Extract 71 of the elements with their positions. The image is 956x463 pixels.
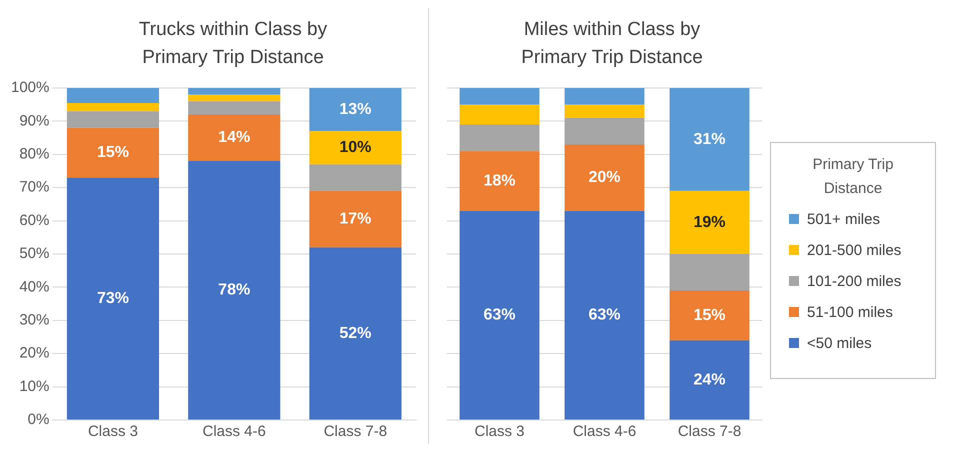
chart-title: Miles within Class by Primary Trip Distance	[520, 18, 704, 70]
data-label: 73%	[96, 290, 129, 307]
bar	[460, 210, 540, 420]
y-tick-label: 0%	[28, 411, 50, 428]
x-tick-label: Class 7-8	[678, 423, 742, 440]
bar	[188, 94, 280, 102]
bar	[460, 104, 540, 125]
legend-label: 101-200 miles	[807, 272, 902, 290]
bar	[309, 131, 402, 164]
bar	[670, 88, 750, 191]
bar	[309, 190, 402, 248]
data-label: 18%	[483, 172, 516, 190]
bar	[564, 210, 644, 420]
legend-label: 51-100 miles	[807, 304, 893, 320]
y-tick-label: 40%	[19, 278, 50, 296]
bar	[309, 164, 402, 191]
y-tick-label: 90%	[19, 112, 50, 130]
bar	[188, 88, 280, 95]
data-label: 31%	[693, 130, 726, 148]
data-label: 19%	[693, 214, 726, 231]
legend-label: 501+ miles	[807, 210, 880, 228]
data-label: 14%	[218, 129, 250, 146]
y-tick-label: 30%	[19, 312, 50, 329]
data-label: 15%	[96, 144, 129, 162]
data-label: 63%	[483, 306, 516, 324]
y-tick-label: 50%	[19, 245, 50, 262]
legend-label: 201-500 miles	[807, 242, 902, 258]
bar	[66, 111, 160, 128]
data-label: 17%	[339, 210, 372, 228]
data-label: 13%	[339, 100, 372, 118]
data-label: 63%	[588, 306, 621, 324]
x-tick-label: Class 4-6	[572, 423, 636, 440]
y-tick-label: 20%	[19, 344, 50, 362]
bar	[564, 104, 644, 118]
bar	[66, 178, 160, 420]
bar	[460, 124, 540, 152]
x-tick-label: Class 3	[474, 423, 525, 440]
bar	[460, 88, 540, 105]
y-tick-label: 70%	[19, 178, 50, 196]
bar	[309, 88, 402, 132]
x-tick-label: Class 7-8	[324, 423, 388, 440]
data-label: 78%	[218, 282, 250, 299]
y-tick-label: 80%	[19, 146, 50, 163]
bar	[188, 161, 280, 420]
data-label: 52%	[339, 324, 372, 342]
bar	[564, 118, 644, 144]
bar	[188, 114, 280, 162]
x-tick-label: Class 4-6	[202, 423, 266, 440]
bar	[66, 102, 160, 112]
data-label: 10%	[339, 139, 372, 156]
chart-title: Trucks within Class by Primary Trip Distance	[138, 18, 328, 70]
bar	[670, 254, 750, 291]
data-label: 20%	[588, 169, 621, 186]
bar	[670, 190, 750, 254]
bar	[66, 88, 160, 103]
bar	[66, 128, 160, 178]
bar	[460, 151, 540, 211]
bar	[564, 88, 644, 105]
bar	[188, 101, 280, 115]
legend-title: Primary Trip Distance	[812, 154, 894, 198]
data-label: 15%	[693, 306, 726, 324]
bar	[309, 247, 402, 420]
x-tick-label: Class 3	[88, 423, 138, 440]
data-label: 24%	[693, 371, 726, 388]
legend-label: <50 miles	[807, 334, 872, 352]
bar	[670, 290, 750, 340]
y-tick-label: 60%	[19, 212, 50, 229]
bar	[670, 340, 750, 420]
bar	[564, 144, 644, 211]
y-tick-label: 10%	[19, 378, 50, 395]
y-tick-label: 100%	[10, 79, 50, 96]
